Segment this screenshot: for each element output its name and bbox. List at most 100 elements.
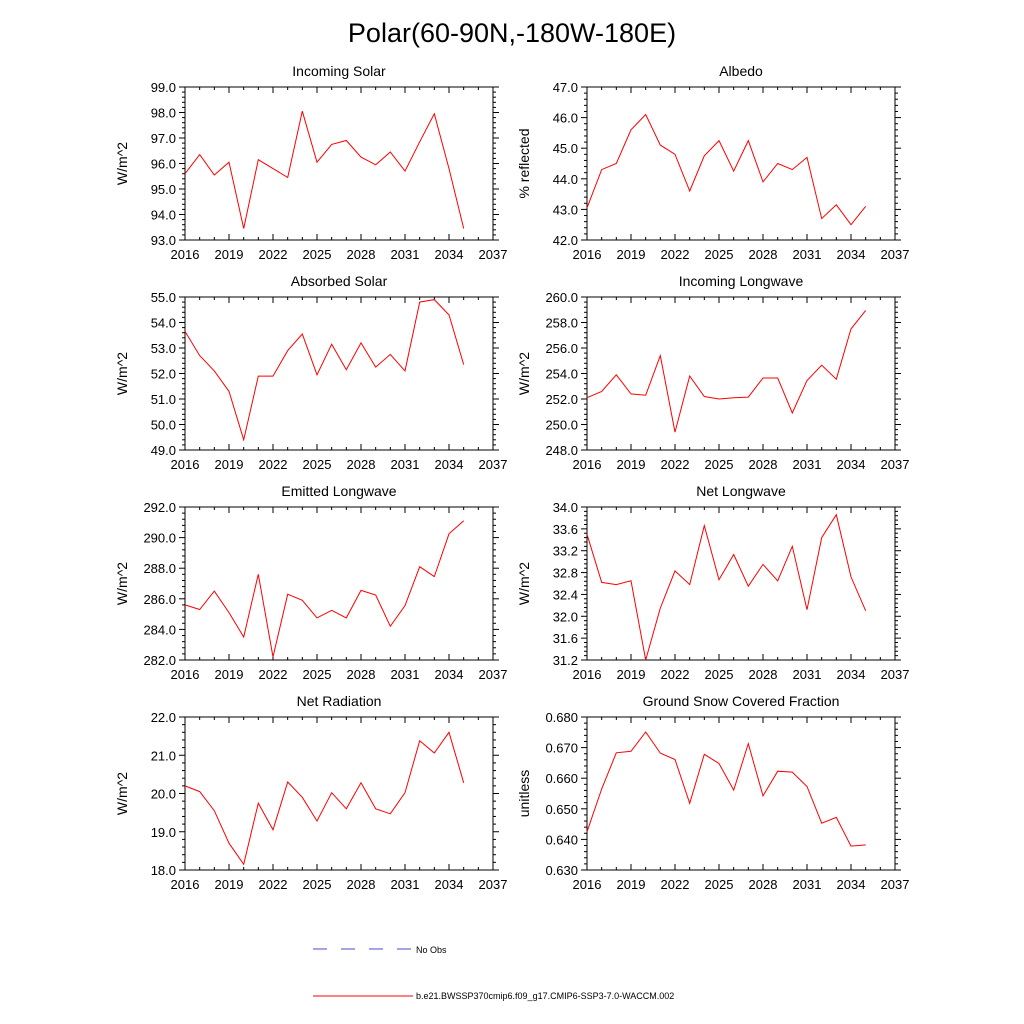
x-tick-label: 2031 xyxy=(391,457,420,472)
x-tick-label: 2028 xyxy=(347,877,376,892)
x-tick-label: 2019 xyxy=(215,247,244,262)
x-tick-label: 2034 xyxy=(435,877,464,892)
x-tick-label: 2025 xyxy=(705,667,734,682)
y-tick-label: 53.0 xyxy=(151,341,176,356)
y-tick-label: 292.0 xyxy=(143,500,176,515)
x-tick-label: 2022 xyxy=(259,457,288,472)
x-tick-label: 2022 xyxy=(259,667,288,682)
y-tick-label: 97.0 xyxy=(151,131,176,146)
x-tick-label: 2016 xyxy=(573,667,602,682)
plot-frame xyxy=(586,716,896,871)
y-tick-label: 51.0 xyxy=(151,392,176,407)
y-tick-label: 18.0 xyxy=(151,863,176,878)
plot-frame xyxy=(184,506,494,661)
figure-title: Polar(60-90N,-180W-180E) xyxy=(348,18,676,48)
x-tick-label: 2031 xyxy=(793,877,822,892)
x-tick-label: 2034 xyxy=(435,457,464,472)
y-tick-label: 258.0 xyxy=(545,316,578,331)
legend-model-label: b.e21.BWSSP370cmip6.f09_g17.CMIP6-SSP3-7… xyxy=(416,991,674,1001)
x-tick-label: 2034 xyxy=(435,247,464,262)
x-tick-label: 2022 xyxy=(661,457,690,472)
y-axis-label: W/m^2 xyxy=(114,142,130,185)
x-tick-label: 2016 xyxy=(171,247,200,262)
y-tick-label: 286.0 xyxy=(143,592,176,607)
panel-1: 2016 2019 2022 2025 2028 2031 2034 2037 42.0 43.0… xyxy=(516,63,909,262)
panel-title: Absorbed Solar xyxy=(291,273,388,289)
x-tick-label: 2016 xyxy=(573,457,602,472)
y-tick-label: 32.0 xyxy=(553,609,578,624)
y-tick-label: 260.0 xyxy=(545,290,578,305)
y-tick-label: 46.0 xyxy=(553,111,578,126)
x-tick-label: 2025 xyxy=(303,247,332,262)
series-line xyxy=(184,731,465,866)
x-tick-label: 2037 xyxy=(479,877,508,892)
y-tick-label: 20.0 xyxy=(151,787,176,802)
y-tick-label: 52.0 xyxy=(151,367,176,382)
y-tick-label: 45.0 xyxy=(553,141,578,156)
x-tick-label: 2031 xyxy=(391,667,420,682)
x-tick-label: 2019 xyxy=(617,247,646,262)
y-tick-label: 98.0 xyxy=(151,106,176,121)
panel-3: 2016 2019 2022 2025 2028 2031 2034 2037 248.0 250… xyxy=(516,273,909,472)
x-tick-label: 2037 xyxy=(881,247,910,262)
y-axis-label: W/m^2 xyxy=(114,352,130,395)
series-line xyxy=(586,113,867,226)
panel-title: Incoming Longwave xyxy=(679,273,804,289)
x-tick-label: 2037 xyxy=(479,247,508,262)
y-tick-label: 32.4 xyxy=(553,587,578,602)
panel-2: 2016 2019 2022 2025 2028 2031 2034 2037 49.0 50.0… xyxy=(114,273,507,472)
x-tick-label: 2028 xyxy=(749,247,778,262)
y-tick-label: 0.670 xyxy=(545,741,578,756)
y-tick-label: 50.0 xyxy=(151,418,176,433)
y-tick-label: 0.680 xyxy=(545,710,578,725)
y-axis-label: W/m^2 xyxy=(516,562,532,605)
panel-7: 2016 2019 2022 2025 2028 2031 2034 2037 0.630 0.6… xyxy=(516,693,909,892)
plot-frame xyxy=(586,296,896,451)
y-tick-label: 282.0 xyxy=(143,653,176,668)
x-tick-label: 2028 xyxy=(347,667,376,682)
x-tick-label: 2037 xyxy=(881,877,910,892)
x-tick-label: 2025 xyxy=(303,877,332,892)
y-tick-label: 31.2 xyxy=(553,653,578,668)
x-tick-label: 2019 xyxy=(215,667,244,682)
legend: No Obs b.e21.BWSSP370cmip6.f09_g17.CMIP6… xyxy=(313,945,674,1001)
panel-title: Emitted Longwave xyxy=(281,483,396,499)
y-tick-label: 21.0 xyxy=(151,748,176,763)
panel-title: Net Longwave xyxy=(696,483,786,499)
y-axis-label: unitless xyxy=(516,770,532,817)
legend-no-obs-label: No Obs xyxy=(416,945,447,955)
x-tick-label: 2016 xyxy=(573,877,602,892)
y-tick-label: 248.0 xyxy=(545,443,578,458)
x-tick-label: 2034 xyxy=(837,457,866,472)
y-tick-label: 22.0 xyxy=(151,710,176,725)
series-line xyxy=(184,111,465,229)
y-tick-label: 93.0 xyxy=(151,233,176,248)
y-tick-label: 42.0 xyxy=(553,233,578,248)
y-tick-label: 32.8 xyxy=(553,566,578,581)
x-tick-label: 2022 xyxy=(661,247,690,262)
series-line xyxy=(586,513,867,661)
y-tick-label: 99.0 xyxy=(151,80,176,95)
x-tick-label: 2025 xyxy=(705,877,734,892)
y-tick-label: 256.0 xyxy=(545,341,578,356)
x-tick-label: 2034 xyxy=(837,877,866,892)
x-tick-label: 2019 xyxy=(617,457,646,472)
x-tick-label: 2016 xyxy=(171,457,200,472)
plot-frame xyxy=(586,86,896,241)
y-tick-label: 33.6 xyxy=(553,522,578,537)
x-tick-label: 2028 xyxy=(749,877,778,892)
y-tick-label: 96.0 xyxy=(151,157,176,172)
y-tick-label: 95.0 xyxy=(151,182,176,197)
x-tick-label: 2019 xyxy=(215,877,244,892)
x-tick-label: 2034 xyxy=(837,667,866,682)
x-tick-label: 2031 xyxy=(391,877,420,892)
x-tick-label: 2019 xyxy=(617,667,646,682)
series-line xyxy=(586,310,867,433)
panel-title: Net Radiation xyxy=(297,693,382,709)
x-tick-label: 2037 xyxy=(881,667,910,682)
y-tick-label: 47.0 xyxy=(553,80,578,95)
y-tick-label: 94.0 xyxy=(151,208,176,223)
x-tick-label: 2031 xyxy=(391,247,420,262)
y-tick-label: 290.0 xyxy=(143,531,176,546)
